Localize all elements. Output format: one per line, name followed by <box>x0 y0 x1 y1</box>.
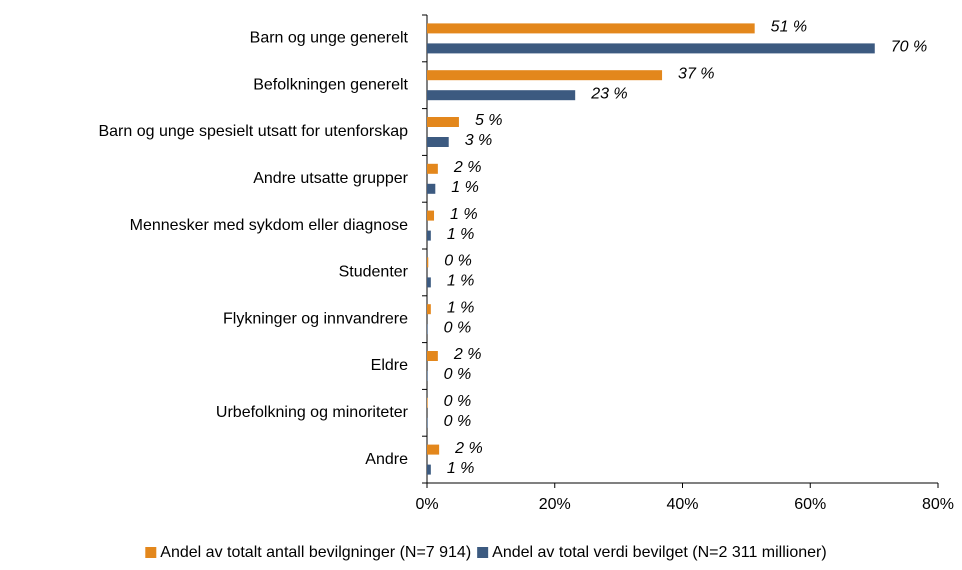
value-label: 1 % <box>447 226 475 243</box>
bar <box>427 70 663 81</box>
value-label: 2 % <box>454 440 483 457</box>
value-label: 5 % <box>475 112 503 129</box>
legend-swatch <box>477 547 489 558</box>
value-label: 0 % <box>444 319 472 336</box>
bar <box>427 371 428 381</box>
category-label: Andre utsatte grupper <box>253 170 408 187</box>
bar <box>427 117 459 127</box>
value-label: 23 % <box>590 85 627 102</box>
bar <box>427 277 431 288</box>
bar <box>427 397 428 408</box>
bar <box>427 444 440 455</box>
value-label: 0 % <box>444 253 472 270</box>
category-label: Eldre <box>371 357 408 374</box>
bar <box>427 43 875 54</box>
x-tick-label: 40% <box>666 496 698 513</box>
category-label: Studenter <box>339 264 409 281</box>
bar <box>427 163 438 174</box>
value-label: 0 % <box>444 413 472 430</box>
value-label: 1 % <box>447 460 475 477</box>
value-label: 70 % <box>891 39 927 56</box>
x-tick-label: 60% <box>794 496 826 513</box>
bar <box>427 257 429 268</box>
category-label: Urbefolkning og minoriteter <box>216 404 409 421</box>
value-label: 1 % <box>451 179 479 196</box>
x-tick-label: 80% <box>922 496 954 513</box>
category-label: Andre <box>365 451 408 468</box>
bar <box>427 23 755 34</box>
bar <box>427 464 431 475</box>
category-label: Barn og unge generelt <box>250 30 409 47</box>
bar <box>427 90 576 101</box>
value-label: 2 % <box>453 159 482 176</box>
bar <box>427 210 435 221</box>
value-label: 0 % <box>444 393 472 410</box>
bar <box>427 304 431 315</box>
value-label: 2 % <box>453 346 482 363</box>
value-label: 1 % <box>447 273 475 290</box>
legend-label: Andel av totalt antall bevilgninger (N=7… <box>160 544 471 561</box>
category-label: Befolkningen generelt <box>253 76 408 93</box>
value-label: 1 % <box>450 206 478 223</box>
bar <box>427 183 436 194</box>
value-label: 3 % <box>465 132 493 149</box>
legend-swatch <box>145 547 157 558</box>
x-tick-label: 0% <box>415 496 438 513</box>
legend-label: Andel av total verdi bevilget (N=2 311 m… <box>492 544 827 561</box>
bar <box>427 230 431 241</box>
bar <box>427 324 428 335</box>
x-tick-label: 20% <box>539 496 571 513</box>
value-label: 1 % <box>447 299 475 316</box>
category-label: Barn og unge spesielt utsatt for utenfor… <box>98 123 408 140</box>
value-label: 0 % <box>444 366 472 383</box>
bar <box>427 137 449 147</box>
category-label: Flykninger og innvandrere <box>223 310 408 327</box>
bar <box>427 351 438 361</box>
value-label: 51 % <box>771 19 807 36</box>
bar <box>427 417 428 428</box>
category-label: Mennesker med sykdom eller diagnose <box>130 217 408 234</box>
value-label: 37 % <box>678 65 714 82</box>
